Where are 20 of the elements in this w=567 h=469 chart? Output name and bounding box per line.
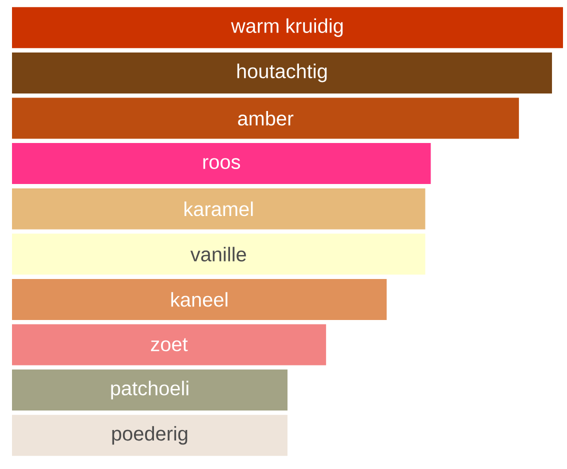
bar — [12, 52, 552, 94]
bar — [12, 324, 326, 366]
bar — [12, 414, 288, 456]
bar — [12, 143, 431, 184]
bar — [12, 278, 387, 320]
y-tick-label: karamel — [184, 202, 253, 216]
y-tick-label: roos — [203, 158, 240, 170]
y-tick-label: kaneel — [171, 292, 228, 307]
y-tick-label: patchoeli — [111, 380, 188, 400]
bar — [12, 98, 519, 139]
y-tick-label: amber — [238, 110, 294, 126]
bar — [12, 234, 426, 275]
bar — [12, 7, 564, 48]
y-tick-label: zoet — [151, 338, 188, 352]
y-tick-label: poederig — [112, 426, 188, 445]
y-tick-label: warm kruidig — [231, 18, 343, 37]
y-tick-label: houtachtig — [237, 64, 327, 82]
bar — [12, 370, 288, 411]
y-tick-label: vanille — [190, 246, 246, 262]
bar — [12, 188, 426, 230]
